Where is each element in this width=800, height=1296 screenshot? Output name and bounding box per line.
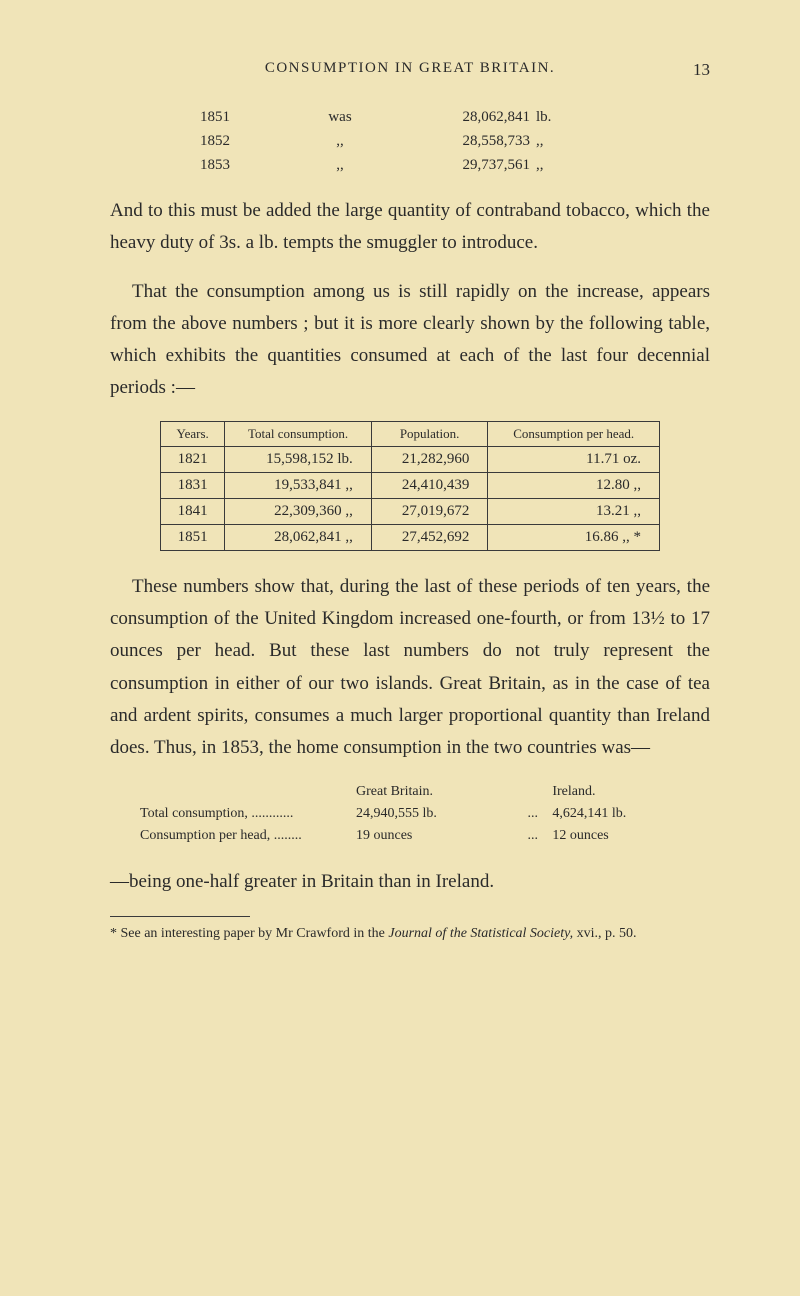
year-row: 1851 was 28,062,841 lb. [200, 105, 650, 129]
value-cell: 28,558,733 [390, 129, 530, 153]
gb-ire-row: Consumption per head, ........ 19 ounces… [140, 825, 680, 847]
value-cell: 29,737,561 [390, 153, 530, 177]
year-consumption-list: 1851 was 28,062,841 lb. 1852 ,, 28,558,7… [200, 105, 650, 177]
year-row: 1852 ,, 28,558,733 ,, [200, 129, 650, 153]
gbi-ire-value: 4,624,141 lb. [552, 803, 680, 825]
unit-cell: lb. [530, 105, 570, 129]
footnote-italic: Journal of the Statistical Society, [388, 926, 573, 941]
cell-perhead: 11.71 oz. [488, 446, 660, 472]
footnote: * See an interesting paper by Mr Crawfor… [110, 923, 710, 944]
was-cell: ,, [290, 153, 390, 177]
footnote-rule [110, 916, 250, 917]
year-row: 1853 ,, 29,737,561 ,, [200, 153, 650, 177]
th-population: Population. [371, 421, 488, 446]
was-cell: ,, [290, 129, 390, 153]
gbi-label: Total consumption, ............ [140, 803, 356, 825]
decennial-table: Years. Total consumption. Population. Co… [160, 421, 660, 551]
cell-total: 28,062,841 ,, [225, 524, 371, 550]
cell-year: 1841 [161, 498, 225, 524]
cell-total: 19,533,841 ,, [225, 472, 371, 498]
cell-perhead: 16.86 ,, * [488, 524, 660, 550]
paragraph-2: That the consumption among us is still r… [110, 276, 710, 405]
gbi-gb-value: 24,940,555 lb. [356, 803, 513, 825]
running-head: CONSUMPTION IN GREAT BRITAIN. [110, 60, 710, 77]
footnote-post: xvi., p. 50. [573, 926, 636, 941]
table-row: 1851 28,062,841 ,, 27,452,692 16.86 ,, * [161, 524, 660, 550]
cell-pop: 27,019,672 [371, 498, 488, 524]
paragraph-3: These numbers show that, during the last… [110, 571, 710, 765]
page-number: 13 [693, 60, 710, 80]
year-cell: 1851 [200, 105, 290, 129]
th-total: Total consumption. [225, 421, 371, 446]
paragraph-4: —being one-half greater in Britain than … [110, 866, 710, 898]
gbi-gb-value: 19 ounces [356, 825, 513, 847]
cell-total: 22,309,360 ,, [225, 498, 371, 524]
gb-ire-header: Great Britain. Ireland. [140, 781, 680, 803]
gb-ire-row: Total consumption, ............ 24,940,5… [140, 803, 680, 825]
paragraph-1: And to this must be added the large quan… [110, 195, 710, 260]
th-years: Years. [161, 421, 225, 446]
gbi-ire-value: 12 ounces [552, 825, 680, 847]
was-cell: was [290, 105, 390, 129]
cell-perhead: 12.80 ,, [488, 472, 660, 498]
table-row: 1821 15,598,152 lb. 21,282,960 11.71 oz. [161, 446, 660, 472]
gbi-sep: ... [513, 803, 552, 825]
cell-pop: 27,452,692 [371, 524, 488, 550]
footnote-pre: * See an interesting paper by Mr Crawfor… [110, 926, 388, 941]
unit-cell: ,, [530, 129, 570, 153]
cell-year: 1851 [161, 524, 225, 550]
gbi-label: Consumption per head, ........ [140, 825, 356, 847]
gbi-sep: ... [513, 825, 552, 847]
gb-header: Great Britain. [356, 781, 513, 803]
cell-total: 15,598,152 lb. [225, 446, 371, 472]
cell-year: 1821 [161, 446, 225, 472]
page-header: CONSUMPTION IN GREAT BRITAIN. 13 [110, 60, 710, 77]
th-per-head: Consumption per head. [488, 421, 660, 446]
year-cell: 1853 [200, 153, 290, 177]
cell-perhead: 13.21 ,, [488, 498, 660, 524]
table-row: 1831 19,533,841 ,, 24,410,439 12.80 ,, [161, 472, 660, 498]
cell-year: 1831 [161, 472, 225, 498]
gb-ireland-comparison: Great Britain. Ireland. Total consumptio… [140, 781, 680, 848]
consumption-table: Years. Total consumption. Population. Co… [160, 421, 660, 551]
table-row: 1841 22,309,360 ,, 27,019,672 13.21 ,, [161, 498, 660, 524]
year-cell: 1852 [200, 129, 290, 153]
ire-header: Ireland. [552, 781, 680, 803]
cell-pop: 21,282,960 [371, 446, 488, 472]
table-header-row: Years. Total consumption. Population. Co… [161, 421, 660, 446]
unit-cell: ,, [530, 153, 570, 177]
cell-pop: 24,410,439 [371, 472, 488, 498]
value-cell: 28,062,841 [390, 105, 530, 129]
